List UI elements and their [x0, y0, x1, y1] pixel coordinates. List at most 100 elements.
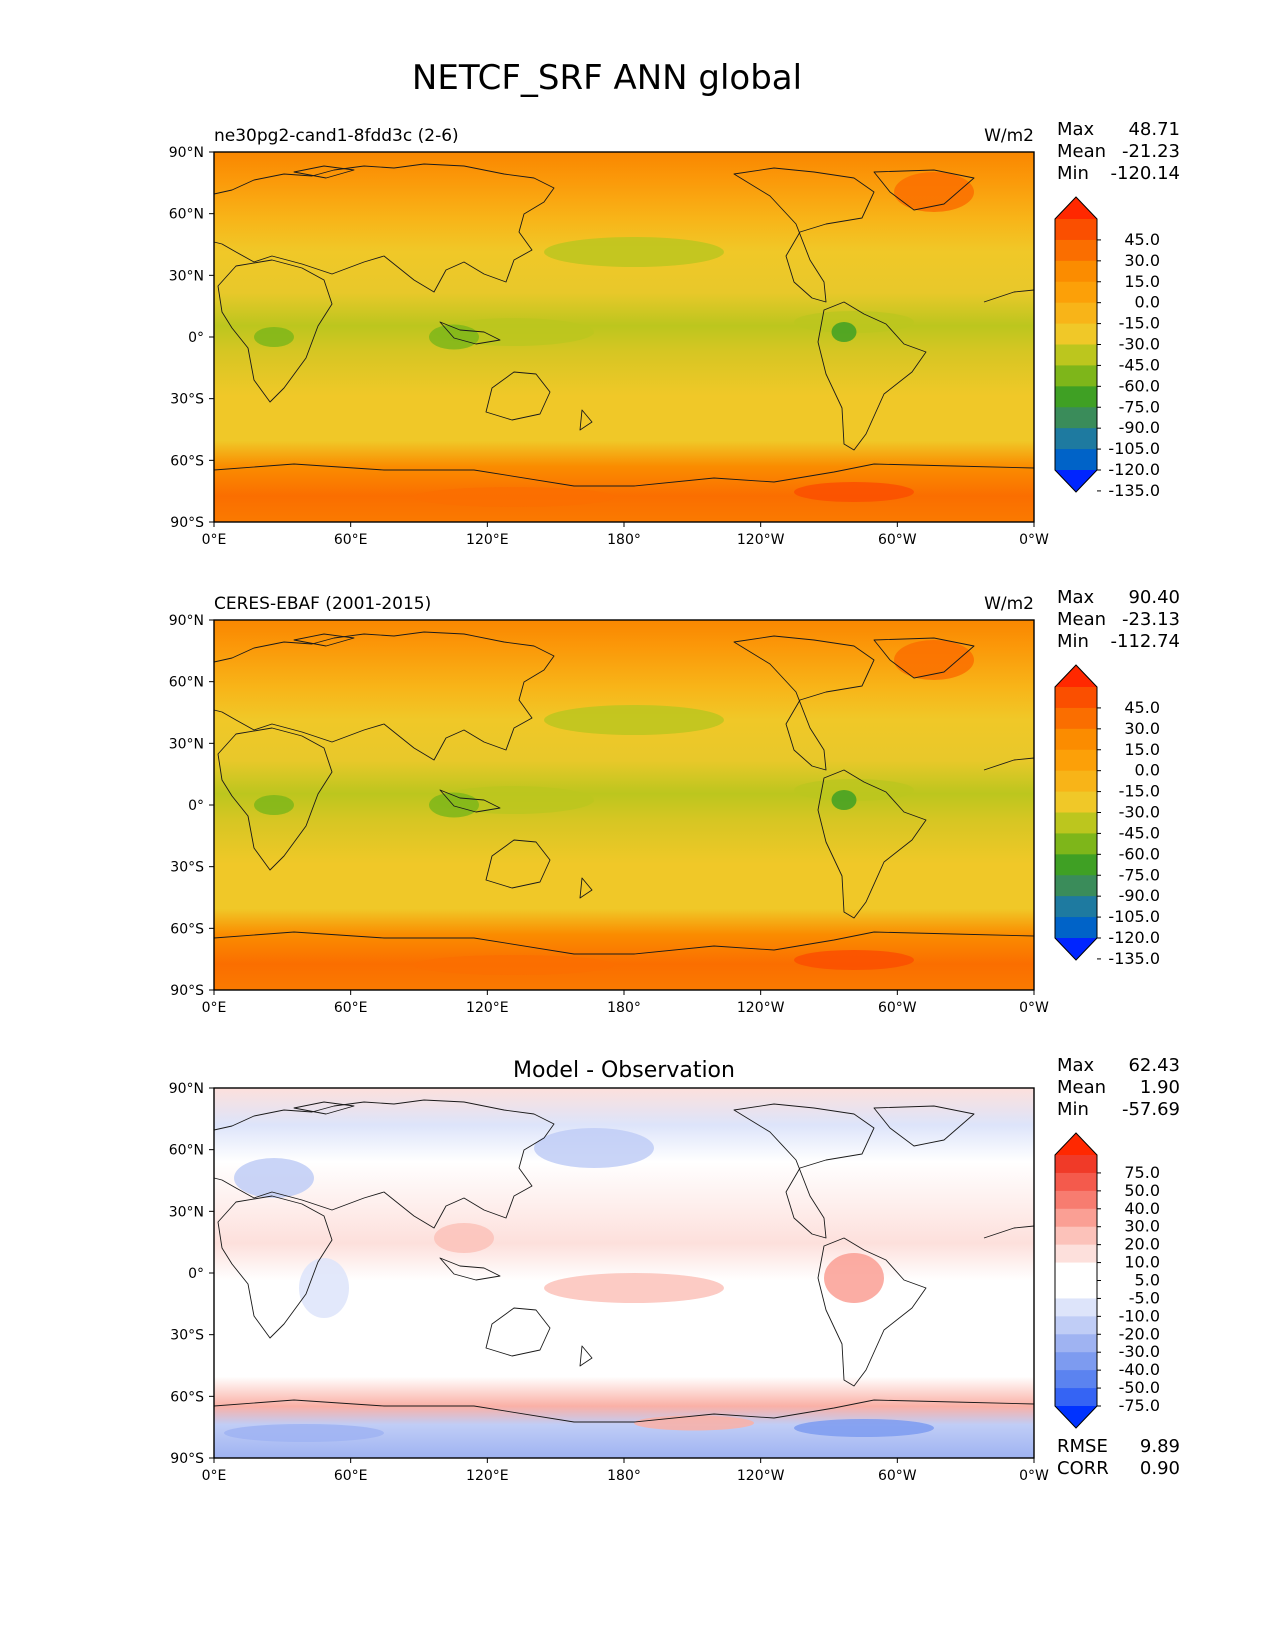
stat-value-max: 90.40	[1128, 587, 1180, 608]
lon-tick-label-120e: 120°E	[466, 1000, 509, 1016]
stat-value-min: -112.74	[1111, 631, 1180, 652]
lon-tick-label-0w: 0°W	[1019, 532, 1049, 548]
lat-tick-label-90s: 90°S	[170, 1451, 204, 1467]
stat-value-max: 62.43	[1128, 1055, 1180, 1076]
field-region	[794, 311, 914, 333]
colorbar-label: -75.0	[1119, 1396, 1160, 1415]
field-region	[534, 1128, 654, 1168]
colorbar-label: -10.0	[1119, 1306, 1160, 1325]
field-region	[634, 1415, 754, 1431]
lat-tick-label-60n: 60°N	[169, 207, 204, 223]
colorbar-label: 0.0	[1135, 293, 1160, 312]
lon-tick-label-120w: 120°W	[737, 532, 785, 548]
colorbar-segment	[1055, 707, 1097, 730]
lat-tick-label-90s: 90°S	[170, 983, 204, 999]
colorbar-outline	[1054, 664, 1098, 961]
colorbar-segment	[1055, 791, 1097, 813]
colorbar-label: -60.0	[1119, 376, 1160, 395]
lat-tick-label-30n: 30°N	[169, 736, 204, 752]
colorbar-label: 30.0	[1124, 251, 1160, 270]
lat-tick-label-zero: 0°	[188, 798, 204, 814]
lon-tick-label-120w: 120°W	[737, 1468, 785, 1484]
colorbar-label: 10.0	[1124, 1253, 1160, 1272]
colorbar-label: 40.0	[1124, 1199, 1160, 1218]
colorbar-label: -30.0	[1119, 335, 1160, 354]
field-region	[414, 487, 614, 507]
colorbar-segment	[1055, 323, 1097, 345]
lon-tick-label-180: 180°	[607, 1000, 641, 1016]
colorbar-label: 15.0	[1124, 740, 1160, 759]
colorbar-segment	[1055, 219, 1097, 241]
colorbar-segment	[1055, 281, 1097, 304]
lat-tick-label-60n: 60°N	[169, 675, 204, 691]
stat-label-min: Min	[1057, 1099, 1089, 1120]
lat-tick-label-60n: 60°N	[169, 1143, 204, 1159]
lon-tick-label-60e: 60°E	[334, 1000, 368, 1016]
colorbar-segment	[1055, 239, 1097, 262]
lat-tick-label-60s: 60°S	[170, 1389, 204, 1405]
field-region	[794, 1419, 934, 1437]
colorbar-segment	[1055, 917, 1097, 939]
colorbar-label: 15.0	[1124, 272, 1160, 291]
colorbar-label: 75.0	[1124, 1163, 1160, 1182]
colorbar-segment	[1055, 1244, 1097, 1264]
field-region	[544, 705, 724, 735]
colorbar-segment	[1055, 1334, 1097, 1353]
colorbar-label: -120.0	[1108, 460, 1160, 479]
colorbar-segment	[1055, 260, 1097, 283]
lon-tick-label-0e: 0°E	[202, 1000, 227, 1016]
colorbar-segment	[1055, 386, 1097, 408]
colorbar-extend-min	[1055, 1406, 1097, 1428]
colorbar-extend-max	[1055, 665, 1097, 687]
colorbar: 75.050.040.030.020.010.05.0-5.0-10.0-20.…	[1054, 1132, 1160, 1429]
field-region	[894, 640, 974, 680]
field-region	[824, 1253, 884, 1303]
field-region	[254, 327, 294, 347]
colorbar-label: -90.0	[1119, 886, 1160, 905]
colorbar-label: 30.0	[1124, 1217, 1160, 1236]
field-region	[254, 795, 294, 815]
stat-label-mean: Mean	[1057, 141, 1106, 162]
colorbar-label: 50.0	[1124, 1181, 1160, 1200]
lat-tick-label-30s: 30°S	[170, 1328, 204, 1344]
lon-tick-label-60w: 60°W	[878, 1000, 917, 1016]
panel-units: W/m2	[984, 594, 1034, 614]
colorbar-label: 45.0	[1124, 698, 1160, 717]
field-region	[831, 790, 857, 810]
colorbar-label: -50.0	[1119, 1378, 1160, 1397]
lon-tick-label-0e: 0°E	[202, 532, 227, 548]
colorbar-label: 5.0	[1135, 1271, 1160, 1290]
colorbar-label: -20.0	[1119, 1324, 1160, 1343]
colorbar-label: -40.0	[1119, 1360, 1160, 1379]
colorbar-label: -30.0	[1119, 803, 1160, 822]
colorbar-label: -135.0	[1108, 949, 1160, 968]
colorbar-label: -5.0	[1129, 1288, 1160, 1307]
colorbar-label: -75.0	[1119, 865, 1160, 884]
panels-layer: 90°N60°N30°N0°30°S60°S90°S0°E 60°E 120°E 18…	[169, 119, 1180, 1484]
lon-tick-label-180: 180°	[607, 1468, 641, 1484]
stat-label-min: Min	[1057, 631, 1089, 652]
stat-value-mean: -23.13	[1122, 609, 1180, 630]
panel-1: 90°N 60°N 30°N 0° 30°S 60°S 90°S0°E 60°E 120°E 18…	[169, 119, 1180, 548]
colorbar-segment	[1055, 687, 1097, 709]
lat-tick-label-zero: 0°	[188, 330, 204, 346]
field-region	[414, 955, 614, 975]
field-region	[894, 172, 974, 212]
lon-tick-label-60e: 60°E	[334, 1468, 368, 1484]
colorbar-extend-max	[1055, 1133, 1097, 1155]
lon-tick-label-60w: 60°W	[878, 1468, 917, 1484]
lon-tick-label-120w: 120°W	[737, 1000, 785, 1016]
colorbar-segment	[1055, 1226, 1097, 1246]
lat-tick-label-90n: 90°N	[169, 1081, 204, 1097]
field-region	[234, 1158, 314, 1198]
colorbar-segment	[1055, 896, 1097, 918]
colorbar-label: 45.0	[1124, 230, 1160, 249]
colorbar-label: 30.0	[1124, 719, 1160, 738]
lon-tick-label-60w: 60°W	[878, 532, 917, 548]
field-region	[434, 1223, 494, 1253]
colorbar-segment	[1055, 1155, 1097, 1174]
footer-stat-value-corr: 0.90	[1140, 1458, 1180, 1479]
colorbar-segment	[1055, 875, 1097, 897]
colorbar-segment	[1055, 1352, 1097, 1371]
